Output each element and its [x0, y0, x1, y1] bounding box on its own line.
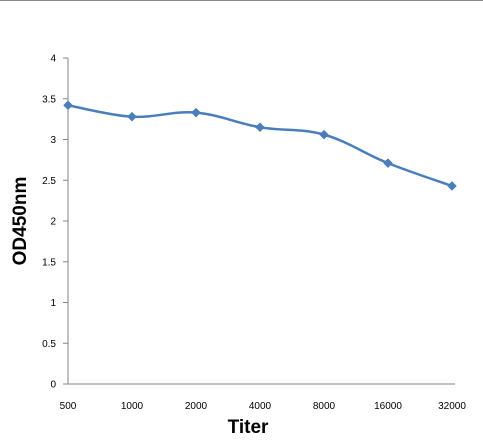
x-tick-label: 500 — [60, 401, 77, 412]
x-tick-label: 8000 — [313, 401, 336, 412]
y-tick-label: 1.5 — [42, 257, 56, 268]
x-tick-label: 16000 — [374, 401, 402, 412]
x-tick-label: 4000 — [249, 401, 272, 412]
data-point-marker — [383, 158, 393, 168]
y-tick-label: 4 — [50, 54, 56, 65]
y-tick-label: 3 — [50, 135, 56, 146]
chart-axes — [67, 58, 455, 385]
y-axis-ticks: 0 0.5 1 1.5 2 2.5 3 3.5 4 — [42, 54, 68, 391]
data-point-marker — [319, 129, 329, 140]
x-axis-ticks: 500 1000 2000 4000 8000 16000 32000 — [60, 401, 467, 412]
y-tick-label: 2 — [50, 217, 56, 228]
data-point-marker — [127, 111, 137, 122]
data-point-marker — [447, 181, 457, 191]
data-point-marker — [63, 100, 73, 111]
data-point-marker — [191, 107, 201, 118]
x-axis-title: Titer — [228, 417, 269, 438]
y-tick-label: 3.5 — [42, 94, 56, 105]
x-tick-label: 2000 — [185, 401, 208, 412]
data-point-marker — [255, 122, 265, 133]
x-tick-label: 1000 — [121, 401, 144, 412]
data-series — [63, 100, 457, 191]
x-tick-label: 32000 — [438, 401, 466, 412]
y-tick-label: 1 — [50, 298, 56, 309]
y-tick-label: 2.5 — [42, 176, 56, 187]
y-tick-label: 0.5 — [42, 339, 56, 350]
y-axis-title: OD450nm — [10, 177, 31, 266]
frame-top-border — [0, 0, 483, 1]
y-tick-label: 0 — [50, 380, 56, 391]
series-line — [67, 104, 453, 188]
